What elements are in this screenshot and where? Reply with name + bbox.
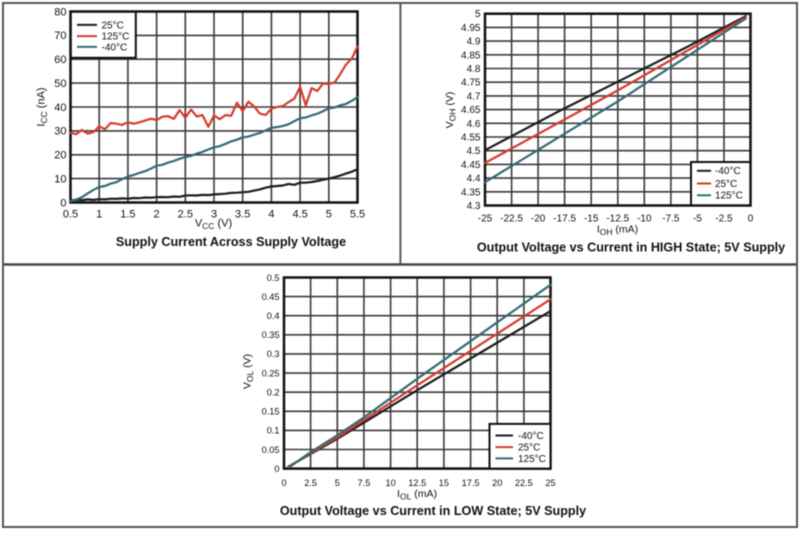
svg-text:0.5: 0.5: [63, 209, 78, 221]
svg-text:-22.5: -22.5: [500, 214, 523, 225]
svg-text:22.5: 22.5: [515, 478, 533, 488]
svg-text:25°C: 25°C: [102, 20, 124, 31]
svg-text:0.15: 0.15: [262, 407, 280, 417]
svg-text:0.2: 0.2: [267, 387, 280, 397]
svg-text:10: 10: [54, 173, 66, 185]
svg-text:-7.5: -7.5: [662, 214, 680, 225]
svg-text:25°C: 25°C: [715, 179, 737, 190]
svg-text:VOH (V): VOH (V): [444, 92, 458, 129]
svg-text:80: 80: [54, 6, 66, 18]
svg-text:125°C: 125°C: [715, 191, 743, 202]
svg-text:-15: -15: [584, 214, 599, 225]
svg-text:4.55: 4.55: [461, 133, 481, 144]
svg-text:0.05: 0.05: [262, 445, 280, 455]
svg-text:20: 20: [54, 150, 66, 162]
svg-text:-40°C: -40°C: [715, 166, 741, 177]
svg-text:4.7: 4.7: [467, 91, 481, 102]
svg-text:0: 0: [281, 478, 286, 488]
svg-text:0.25: 0.25: [262, 368, 280, 378]
svg-text:0.4: 0.4: [267, 311, 280, 321]
svg-text:30: 30: [54, 126, 66, 138]
svg-text:4.5: 4.5: [467, 146, 481, 157]
svg-text:4.8: 4.8: [467, 64, 481, 75]
svg-text:4.35: 4.35: [461, 187, 481, 198]
svg-text:40: 40: [54, 102, 66, 114]
svg-text:-20: -20: [531, 214, 546, 225]
svg-text:0.3: 0.3: [267, 349, 280, 359]
svg-text:4: 4: [268, 209, 274, 221]
svg-text:3.5: 3.5: [235, 209, 250, 221]
svg-text:125°C: 125°C: [102, 32, 130, 43]
svg-text:0.1: 0.1: [267, 426, 280, 436]
svg-text:5: 5: [475, 9, 481, 20]
svg-text:4.4: 4.4: [467, 174, 481, 185]
svg-text:-12.5: -12.5: [606, 214, 629, 225]
svg-text:VCC (V): VCC (V): [195, 218, 232, 232]
svg-text:Output Voltage vs Current in H: Output Voltage vs Current in HIGH State;…: [477, 241, 785, 255]
svg-text:20: 20: [492, 478, 502, 488]
svg-text:-2.5: -2.5: [715, 214, 733, 225]
svg-text:0: 0: [60, 197, 66, 209]
svg-text:ICC (nA): ICC (nA): [36, 87, 50, 126]
svg-text:-40°C: -40°C: [102, 42, 128, 53]
svg-text:10: 10: [385, 478, 395, 488]
svg-text:25: 25: [545, 478, 555, 488]
svg-text:1.5: 1.5: [120, 209, 135, 221]
svg-text:-10: -10: [637, 214, 652, 225]
svg-text:125°C: 125°C: [518, 454, 546, 465]
svg-text:VOL (V): VOL (V): [242, 354, 256, 389]
svg-text:-25: -25: [478, 214, 493, 225]
svg-text:2.5: 2.5: [304, 478, 317, 488]
svg-text:0.5: 0.5: [267, 273, 280, 283]
svg-text:1: 1: [96, 209, 102, 221]
svg-text:-17.5: -17.5: [553, 214, 576, 225]
svg-text:IOH (mA): IOH (mA): [597, 224, 638, 238]
svg-text:5: 5: [326, 209, 332, 221]
svg-text:60: 60: [54, 54, 66, 66]
svg-text:5.5: 5.5: [350, 209, 365, 221]
svg-text:4.85: 4.85: [461, 50, 481, 61]
svg-text:IOL (mA): IOL (mA): [397, 488, 437, 502]
svg-text:0.35: 0.35: [262, 330, 280, 340]
svg-text:4.5: 4.5: [292, 209, 307, 221]
svg-text:0.45: 0.45: [262, 292, 280, 302]
svg-text:0: 0: [748, 214, 754, 225]
svg-text:25°C: 25°C: [518, 443, 540, 454]
svg-text:4.75: 4.75: [461, 78, 481, 89]
svg-text:7.5: 7.5: [358, 478, 371, 488]
svg-text:-40°C: -40°C: [518, 431, 544, 442]
svg-text:12.5: 12.5: [408, 478, 426, 488]
svg-text:Output Voltage vs Current in L: Output Voltage vs Current in LOW State; …: [280, 504, 586, 518]
svg-text:4.65: 4.65: [461, 105, 481, 116]
svg-text:4.6: 4.6: [467, 119, 481, 130]
svg-text:4.45: 4.45: [461, 160, 481, 171]
svg-text:3: 3: [211, 209, 217, 221]
svg-text:0: 0: [274, 464, 279, 474]
svg-text:15: 15: [439, 478, 449, 488]
svg-text:5: 5: [335, 478, 340, 488]
svg-text:2.5: 2.5: [178, 209, 193, 221]
svg-text:4.95: 4.95: [461, 23, 481, 34]
svg-text:17.5: 17.5: [462, 478, 480, 488]
svg-text:2: 2: [154, 209, 160, 221]
svg-text:70: 70: [54, 30, 66, 42]
svg-text:4.3: 4.3: [467, 201, 481, 212]
svg-text:-5: -5: [693, 214, 702, 225]
svg-text:50: 50: [54, 78, 66, 90]
svg-text:Supply Current Across Supply V: Supply Current Across Supply Voltage: [116, 235, 346, 249]
svg-text:4.9: 4.9: [467, 37, 481, 48]
